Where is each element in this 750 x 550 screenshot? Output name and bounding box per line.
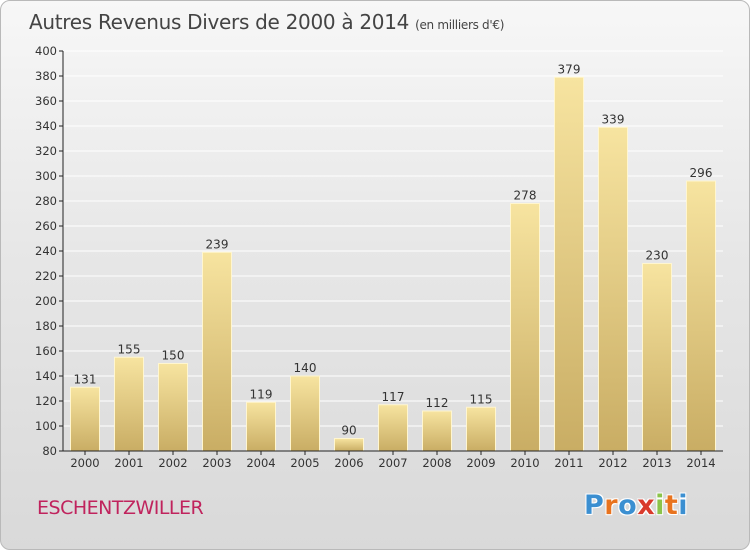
y-tick-label: 320 (35, 144, 57, 158)
data-label: 239 (206, 237, 229, 251)
data-label: 131 (74, 372, 97, 386)
x-tick-label: 2014 (686, 456, 715, 470)
logo-letter: i (678, 490, 689, 521)
x-tick-label: 2010 (510, 456, 539, 470)
bar (686, 180, 716, 452)
y-tick-label: 400 (35, 44, 57, 58)
bar (70, 386, 100, 452)
x-tick-label: 2008 (422, 456, 451, 470)
y-tick-label: 360 (35, 94, 57, 108)
bar (466, 406, 496, 452)
x-tick-label: 2002 (158, 456, 187, 470)
data-label: 150 (162, 349, 185, 363)
y-tick-label: 200 (35, 294, 57, 308)
bar (114, 356, 144, 452)
x-tick-label: 2009 (466, 456, 495, 470)
data-label: 119 (250, 387, 273, 401)
logo-letter: r (604, 490, 619, 521)
bars (70, 76, 716, 452)
bar (290, 375, 320, 452)
y-tick-label: 220 (35, 269, 57, 283)
logo-letter: i (655, 490, 665, 521)
y-tick-label: 280 (35, 194, 57, 208)
y-tick-label: 300 (35, 169, 57, 183)
y-tick-label: 80 (42, 444, 57, 458)
bar (334, 438, 364, 452)
bar (246, 401, 276, 452)
data-label: 278 (514, 189, 537, 203)
bar (598, 126, 628, 452)
x-tick-label: 2001 (114, 456, 143, 470)
labels: 80 100 120 140 160 180 200 220 240 260 280 300 320 34… (35, 44, 716, 470)
data-label: 339 (602, 112, 625, 126)
proxiti-logo: Proxiti (584, 490, 688, 521)
y-tick-label: 140 (35, 369, 57, 383)
logo-letter: P (584, 490, 605, 521)
chart-subtitle: (en milliers d'€) (415, 18, 505, 32)
location-label: ESCHENTZWILLER (37, 497, 204, 519)
y-tick-label: 340 (35, 119, 57, 133)
bar (554, 76, 584, 452)
chart-title-text: Autres Revenus Divers de 2000 à 2014 (29, 10, 410, 34)
chart-title: Autres Revenus Divers de 2000 à 2014 (en … (29, 10, 504, 34)
x-tick-label: 2007 (378, 456, 407, 470)
y-tick-label: 120 (35, 394, 57, 408)
data-label: 296 (690, 166, 713, 180)
logo-letter: t (664, 490, 679, 521)
data-label: 155 (118, 342, 141, 356)
x-tick-label: 2012 (598, 456, 627, 470)
x-tick-label: 2011 (554, 456, 583, 470)
data-label: 117 (382, 390, 405, 404)
bar (642, 263, 672, 452)
bar (378, 404, 408, 452)
y-tick-label: 180 (35, 319, 57, 333)
x-tick-label: 2003 (202, 456, 231, 470)
data-label: 230 (646, 249, 669, 263)
y-tick-label: 380 (35, 69, 57, 83)
data-label: 112 (426, 396, 449, 410)
y-tick-label: 240 (35, 244, 57, 258)
x-tick-label: 2013 (642, 456, 671, 470)
bar (422, 410, 452, 452)
x-tick-label: 2004 (246, 456, 275, 470)
data-label: 379 (558, 62, 581, 76)
logo-letter: o (618, 490, 638, 521)
y-tick-label: 160 (35, 344, 57, 358)
axes (59, 50, 723, 455)
x-tick-label: 2000 (70, 456, 99, 470)
data-label: 90 (341, 424, 356, 438)
y-tick-label: 260 (35, 219, 57, 233)
x-tick-label: 2006 (334, 456, 363, 470)
data-label: 140 (294, 361, 317, 375)
bar (202, 251, 232, 452)
bar (510, 203, 540, 452)
data-label: 115 (470, 392, 493, 406)
logo-letter: x (637, 490, 656, 521)
bar (158, 363, 188, 452)
y-tick-label: 100 (35, 419, 57, 433)
x-tick-label: 2005 (290, 456, 319, 470)
